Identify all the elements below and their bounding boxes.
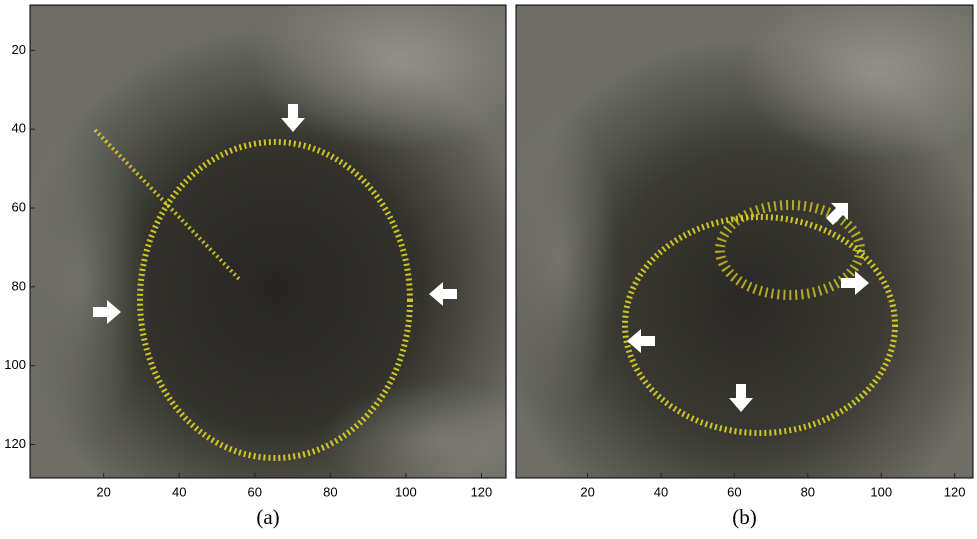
y-tick-label: 40 [12, 121, 26, 136]
x-tick-label: 120 [944, 484, 966, 499]
x-tick-label: 80 [323, 484, 337, 499]
x-tick-label: 100 [395, 484, 417, 499]
x-tick-label: 80 [801, 484, 815, 499]
x-tick-label: 100 [870, 484, 892, 499]
y-tick-label: 100 [4, 357, 26, 372]
x-tick-label: 120 [471, 484, 493, 499]
image-a [30, 5, 506, 478]
y-tick-label: 20 [12, 42, 26, 57]
x-tick-label: 40 [172, 484, 186, 499]
x-tick-label: 40 [654, 484, 668, 499]
caption: (b) [732, 505, 757, 529]
frame-a [29, 4, 507, 479]
x-tick-label: 20 [96, 484, 110, 499]
y-tick-label: 60 [12, 199, 26, 214]
x-tick-label: 60 [248, 484, 262, 499]
x-tick-label: 60 [727, 484, 741, 499]
caption: (a) [256, 505, 279, 529]
y-tick-label: 80 [12, 278, 26, 293]
frame-b [515, 4, 974, 479]
arrows [93, 104, 869, 412]
x-tick-label: 20 [580, 484, 594, 499]
y-tick-label: 120 [4, 436, 26, 451]
